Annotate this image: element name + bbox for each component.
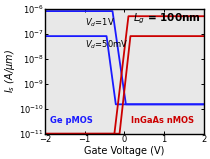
X-axis label: Gate Voltage (V): Gate Voltage (V) [84, 145, 165, 156]
Text: $V_d$=50mV: $V_d$=50mV [85, 39, 128, 51]
Text: $V_d$=1V: $V_d$=1V [85, 16, 114, 29]
Text: Ge pMOS: Ge pMOS [50, 116, 92, 125]
Y-axis label: $I_s$ (A/μm): $I_s$ (A/μm) [4, 49, 17, 93]
Text: $L_g$ = 100nm: $L_g$ = 100nm [133, 11, 201, 26]
Text: InGaAs nMOS: InGaAs nMOS [131, 116, 194, 125]
